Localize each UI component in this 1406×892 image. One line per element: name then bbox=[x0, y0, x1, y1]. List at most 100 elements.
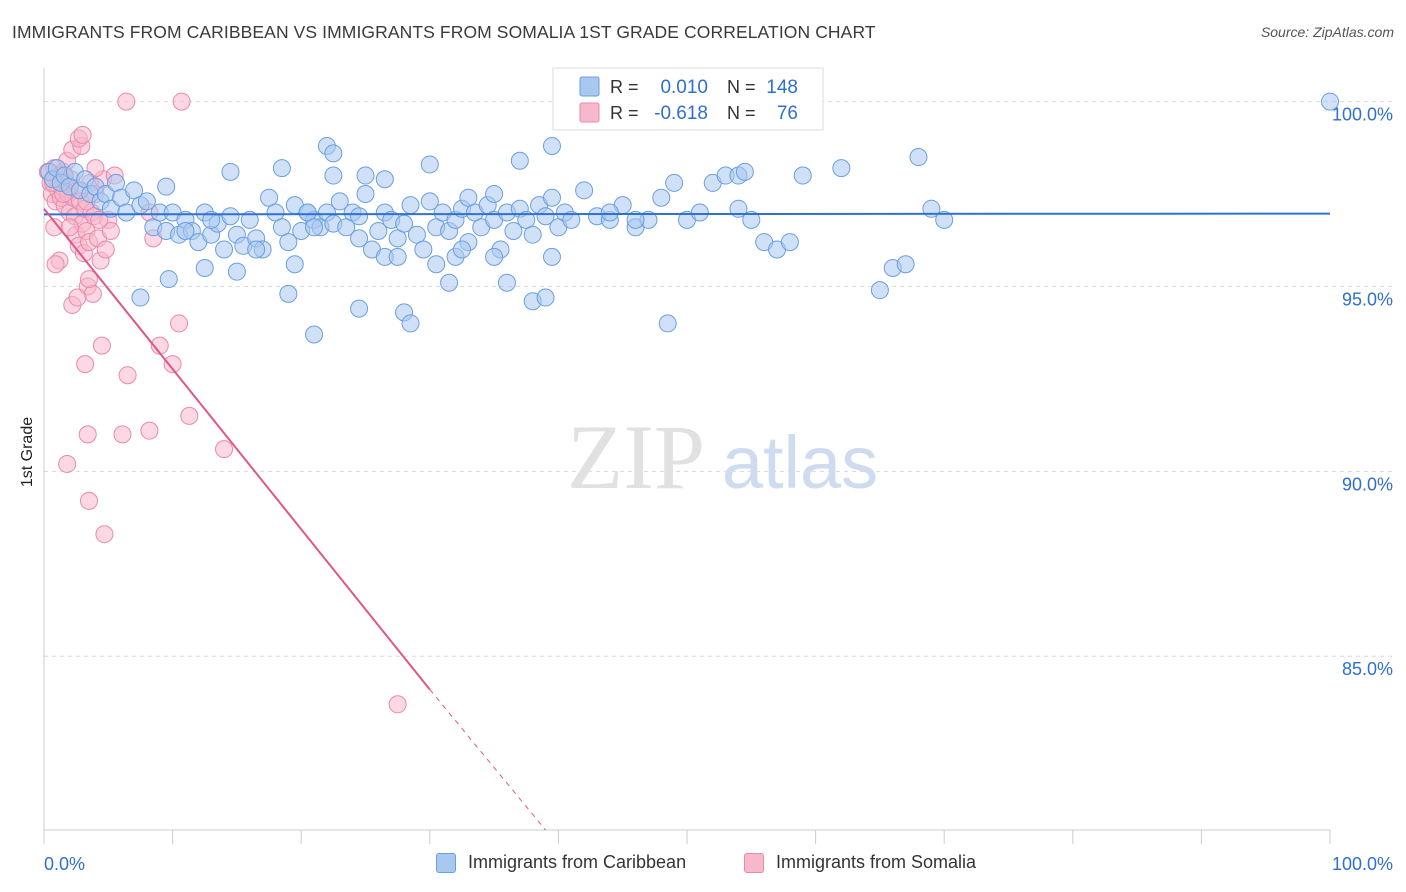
caribbean-point bbox=[350, 299, 369, 318]
caribbean-point bbox=[356, 166, 375, 185]
legend-label-caribbean: Immigrants from Caribbean bbox=[468, 852, 687, 872]
caribbean-point bbox=[176, 221, 195, 240]
caribbean-point bbox=[600, 203, 619, 222]
y-tick-labels: 100.0% 95.0% 90.0% 85.0% bbox=[1332, 105, 1393, 680]
caribbean-point bbox=[832, 159, 851, 178]
legend-top-n-label-caribbean: N = bbox=[727, 77, 756, 97]
caribbean-point bbox=[793, 166, 812, 185]
caribbean-point bbox=[896, 255, 915, 274]
y-tick-label: 95.0% bbox=[1342, 289, 1393, 309]
somalia-point bbox=[180, 406, 199, 425]
caribbean-point bbox=[1321, 92, 1339, 111]
caribbean-point bbox=[485, 185, 504, 204]
y-tick-label: 100.0% bbox=[1332, 105, 1393, 125]
caribbean-point bbox=[117, 203, 136, 222]
watermark: ZIP atlas bbox=[567, 406, 878, 508]
caribbean-point bbox=[388, 247, 407, 266]
caribbean-point bbox=[285, 255, 304, 274]
caribbean-point bbox=[247, 240, 266, 259]
somalia-point bbox=[118, 366, 137, 385]
caribbean-point bbox=[870, 281, 889, 300]
legend-top-r-label-somalia: R = bbox=[610, 103, 639, 123]
caribbean-point bbox=[375, 170, 394, 189]
caribbean-point bbox=[497, 273, 516, 292]
caribbean-point bbox=[369, 221, 388, 240]
somalia-point bbox=[73, 125, 92, 144]
caribbean-point bbox=[935, 210, 954, 229]
caribbean-point bbox=[420, 192, 439, 211]
caribbean-point bbox=[202, 210, 221, 229]
trend-lines bbox=[43, 208, 1331, 831]
somalia-point bbox=[83, 284, 102, 303]
caribbean-point bbox=[159, 270, 178, 289]
caribbean-point bbox=[401, 314, 420, 333]
y-tick-label: 85.0% bbox=[1342, 659, 1393, 679]
caribbean-point bbox=[536, 207, 555, 226]
caribbean-point bbox=[305, 325, 324, 344]
caribbean-point bbox=[658, 314, 677, 333]
somalia-point bbox=[78, 425, 97, 444]
somalia-point bbox=[172, 92, 191, 111]
somalia-point bbox=[92, 336, 111, 355]
caribbean-point bbox=[350, 207, 369, 226]
legend-top: R = 0.010 N = 148 R = -0.618 N = 76 bbox=[552, 67, 824, 131]
caribbean-point bbox=[305, 218, 324, 237]
caribbean-point bbox=[909, 148, 928, 167]
caribbean-point bbox=[137, 192, 156, 211]
legend-bottom: Immigrants from Caribbean Immigrants fro… bbox=[0, 852, 1406, 878]
caribbean-point bbox=[575, 181, 594, 200]
caribbean-point bbox=[504, 221, 523, 240]
caribbean-point bbox=[240, 210, 259, 229]
somalia-point bbox=[68, 288, 87, 307]
somalia-point bbox=[215, 440, 234, 459]
caribbean-point bbox=[221, 207, 240, 226]
somalia-point bbox=[101, 221, 120, 240]
somalia-point bbox=[58, 454, 77, 473]
caribbean-point bbox=[735, 162, 754, 181]
caribbean-point bbox=[215, 240, 234, 259]
caribbean-point bbox=[227, 262, 246, 281]
legend-top-n-value-somalia: 76 bbox=[777, 103, 798, 124]
legend-item-somalia: Immigrants from Somalia bbox=[744, 852, 976, 873]
caribbean-point bbox=[221, 162, 240, 181]
caribbean-point bbox=[324, 166, 343, 185]
x-tick-label-end: 100.0% bbox=[1332, 854, 1393, 874]
caribbean-point bbox=[742, 210, 761, 229]
somalia-point bbox=[113, 425, 132, 444]
somalia-point bbox=[76, 355, 95, 374]
axes bbox=[43, 68, 1331, 844]
somalia-point bbox=[80, 270, 99, 289]
legend-top-n-label-somalia: N = bbox=[727, 103, 756, 123]
legend-swatch-caribbean bbox=[436, 852, 456, 873]
caribbean-point bbox=[279, 233, 298, 252]
chart-title: IMMIGRANTS FROM CARIBBEAN VS IMMIGRANTS … bbox=[12, 22, 876, 42]
legend-swatch-somalia bbox=[744, 852, 764, 873]
caribbean-point bbox=[350, 229, 369, 248]
caribbean-point bbox=[330, 192, 349, 211]
somalia-point bbox=[80, 491, 99, 510]
somalia-point bbox=[163, 355, 182, 374]
caribbean-point bbox=[414, 240, 433, 259]
caribbean-point bbox=[542, 247, 561, 266]
somalia-point bbox=[60, 218, 79, 237]
legend-top-swatch-caribbean bbox=[579, 76, 600, 97]
watermark-atlas: atlas bbox=[722, 421, 878, 504]
source-label: Source: ZipAtlas.com bbox=[1260, 24, 1394, 40]
caribbean-point bbox=[420, 155, 439, 174]
caribbean-point bbox=[562, 210, 581, 229]
caribbean-point bbox=[626, 210, 645, 229]
y-tick-label: 90.0% bbox=[1342, 474, 1393, 494]
somalia-point bbox=[96, 240, 115, 259]
caribbean-point bbox=[272, 159, 291, 178]
caribbean-point bbox=[523, 225, 542, 244]
caribbean-point bbox=[510, 151, 529, 170]
caribbean-point bbox=[195, 258, 214, 277]
caribbean-point bbox=[542, 136, 561, 155]
legend-item-caribbean: Immigrants from Caribbean bbox=[436, 852, 686, 873]
caribbean-point bbox=[356, 185, 375, 204]
caribbean-point bbox=[401, 196, 420, 215]
caribbean-point bbox=[459, 188, 478, 207]
caribbean-point bbox=[780, 233, 799, 252]
somalia-point bbox=[170, 314, 189, 333]
caribbean-point bbox=[279, 284, 298, 303]
